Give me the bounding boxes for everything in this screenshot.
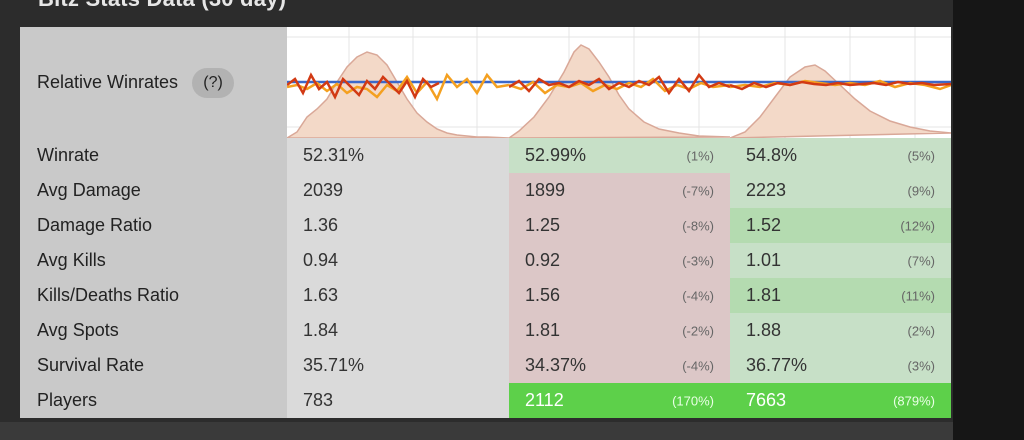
distribution-area xyxy=(730,64,951,138)
compare-1-percent: (-4%) xyxy=(682,358,714,373)
winrate-graph-compare-2 xyxy=(730,27,951,138)
base-value: 35.71% xyxy=(287,348,509,383)
series-red xyxy=(730,80,951,91)
stat-row-winrate: Winrate 52.31% 52.99% (1%) 54.8% (5%) xyxy=(20,138,951,173)
compare-2-cell: 36.77% (3%) xyxy=(730,348,951,383)
compare-2-value: 1.88 xyxy=(746,320,782,340)
panel-title: Bitz Stats Data (30 day) xyxy=(38,0,286,12)
compare-2-cell: 2223 (9%) xyxy=(730,173,951,208)
compare-2-value: 54.8% xyxy=(746,145,798,165)
relative-winrates-label: Relative Winrates xyxy=(37,72,179,92)
winrate-graph-base-svg xyxy=(287,27,509,138)
series-red xyxy=(509,72,730,96)
stat-label: Avg Spots xyxy=(20,313,287,348)
compare-1-value: 2112 xyxy=(525,390,564,410)
stat-label: Winrate xyxy=(20,138,287,173)
distribution-area xyxy=(287,51,509,138)
compare-1-value: 1.81 xyxy=(525,320,561,340)
compare-2-cell: 7663 (879%) xyxy=(730,383,951,418)
compare-1-percent: (-8%) xyxy=(682,218,714,233)
compare-1-percent: (1%) xyxy=(686,148,714,163)
compare-2-percent: (12%) xyxy=(900,218,935,233)
compare-2-value: 36.77% xyxy=(746,355,808,375)
compare-2-percent: (3%) xyxy=(907,358,935,373)
base-value: 2039 xyxy=(287,173,509,208)
compare-2-cell: 1.01 (7%) xyxy=(730,243,951,278)
stat-label: Survival Rate xyxy=(20,348,287,383)
stat-row-players: Players 783 2112 (170%) 7663 (879%) xyxy=(20,383,951,418)
compare-1-value: 1.25 xyxy=(525,215,561,235)
stat-row-avg-spots: Avg Spots 1.84 1.81 (-2%) 1.88 (2%) xyxy=(20,313,951,348)
compare-1-value: 1899 xyxy=(525,180,566,200)
help-button[interactable]: (?) xyxy=(192,67,235,98)
base-value: 0.94 xyxy=(287,243,509,278)
compare-1-value: 0.92 xyxy=(525,250,561,270)
compare-2-cell: 54.8% (5%) xyxy=(730,138,951,173)
compare-2-percent: (11%) xyxy=(901,288,935,303)
winrate-graph-c1-svg xyxy=(509,27,730,138)
compare-1-percent: (-7%) xyxy=(682,183,714,198)
compare-1-cell: 2112 (170%) xyxy=(509,383,730,418)
compare-1-value: 52.99% xyxy=(525,145,587,165)
compare-2-cell: 1.81 (11%) xyxy=(730,278,951,313)
stat-label: Damage Ratio xyxy=(20,208,287,243)
compare-2-value: 1.52 xyxy=(746,215,782,235)
compare-1-cell: 1.25 (-8%) xyxy=(509,208,730,243)
base-value: 52.31% xyxy=(287,138,509,173)
stats-panel: Bitz Stats Data (30 day) Relative Winrat… xyxy=(0,0,953,440)
stat-label: Kills/Deaths Ratio xyxy=(20,278,287,313)
compare-2-cell: 1.88 (2%) xyxy=(730,313,951,348)
stat-row-kd-ratio: Kills/Deaths Ratio 1.63 1.56 (-4%) 1.81 (1… xyxy=(20,278,951,313)
compare-2-percent: (5%) xyxy=(907,148,935,163)
compare-2-percent: (7%) xyxy=(907,253,935,268)
compare-2-percent: (9%) xyxy=(907,183,935,198)
stat-row-survival-rate: Survival Rate 35.71% 34.37% (-4%) 36.77% (… xyxy=(20,348,951,383)
compare-2-percent: (879%) xyxy=(893,393,935,408)
compare-1-cell: 1.56 (-4%) xyxy=(509,278,730,313)
compare-1-cell: 52.99% (1%) xyxy=(509,138,730,173)
compare-1-cell: 34.37% (-4%) xyxy=(509,348,730,383)
compare-1-value: 1.56 xyxy=(525,285,561,305)
relative-winrates-label-cell: Relative Winrates (?) xyxy=(20,27,287,138)
winrate-graph-base xyxy=(287,27,509,138)
stat-row-avg-damage: Avg Damage 2039 1899 (-7%) 2223 (9%) xyxy=(20,173,951,208)
distribution-area xyxy=(509,44,730,138)
stat-label: Avg Damage xyxy=(20,173,287,208)
base-value: 1.63 xyxy=(287,278,509,313)
compare-1-percent: (170%) xyxy=(672,393,714,408)
compare-1-percent: (-4%) xyxy=(682,288,714,303)
stat-row-damage-ratio: Damage Ratio 1.36 1.25 (-8%) 1.52 (12%) xyxy=(20,208,951,243)
compare-2-value: 2223 xyxy=(746,180,787,200)
winrate-graph-c2-svg xyxy=(730,27,951,138)
winrate-graph-compare-1 xyxy=(509,27,730,138)
series-red xyxy=(287,72,440,100)
compare-1-cell: 0.92 (-3%) xyxy=(509,243,730,278)
stat-label: Avg Kills xyxy=(20,243,287,278)
compare-1-cell: 1899 (-7%) xyxy=(509,173,730,208)
relative-winrates-row: Relative Winrates (?) xyxy=(20,27,951,138)
stat-row-avg-kills: Avg Kills 0.94 0.92 (-3%) 1.01 (7%) xyxy=(20,243,951,278)
compare-2-value: 7663 xyxy=(746,390,787,410)
compare-2-value: 1.01 xyxy=(746,250,782,270)
stats-table: Relative Winrates (?) xyxy=(20,27,951,418)
compare-1-cell: 1.81 (-2%) xyxy=(509,313,730,348)
stat-label: Players xyxy=(20,383,287,418)
base-value: 1.84 xyxy=(287,313,509,348)
compare-1-percent: (-3%) xyxy=(682,253,714,268)
compare-1-percent: (-2%) xyxy=(682,323,714,338)
panel-footer xyxy=(0,422,953,440)
compare-2-percent: (2%) xyxy=(907,323,935,338)
compare-2-value: 1.81 xyxy=(746,285,782,305)
base-value: 1.36 xyxy=(287,208,509,243)
compare-2-cell: 1.52 (12%) xyxy=(730,208,951,243)
compare-1-value: 34.37% xyxy=(525,355,587,375)
base-value: 783 xyxy=(287,383,509,418)
